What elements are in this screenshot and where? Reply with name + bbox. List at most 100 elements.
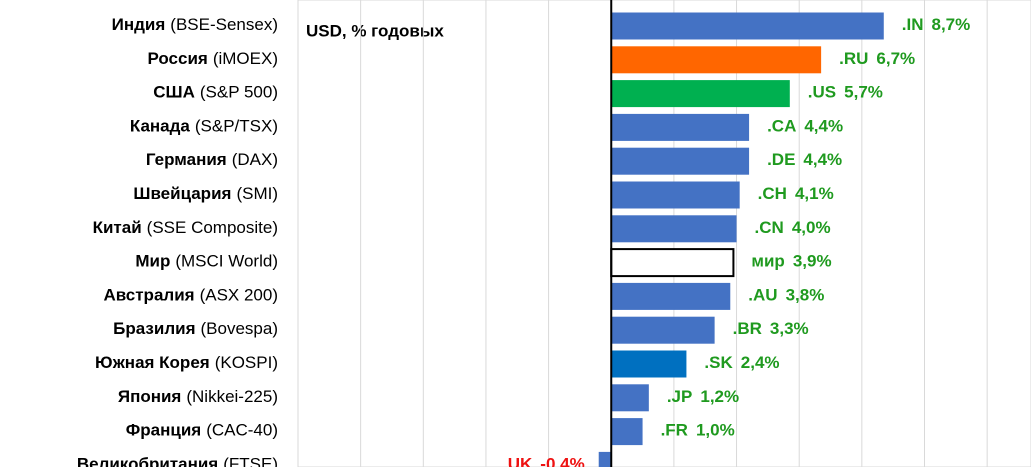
- index-name: (ASX 200): [200, 286, 278, 305]
- country-name: Великобритания: [77, 455, 218, 467]
- bar: [611, 350, 687, 378]
- data-label: .IN 8,7%: [902, 15, 970, 34]
- data-label: .DE 4,4%: [767, 151, 842, 170]
- data-label-code: .FR: [661, 421, 688, 440]
- y-tick-label: Южная Корея (KOSPI): [95, 353, 278, 372]
- data-label: мир 3,9%: [751, 252, 831, 271]
- y-tick-label: Россия (iMOEX): [147, 49, 278, 68]
- index-name: (SSE Composite): [147, 218, 278, 237]
- bar: [611, 12, 884, 40]
- country-name: Россия: [147, 49, 207, 68]
- index-name: (MSCI World): [175, 252, 278, 271]
- data-label-code: .BR: [733, 320, 762, 339]
- data-label-code: .SK: [704, 353, 733, 372]
- data-label: .JP 1,2%: [667, 387, 739, 406]
- data-label: .UK -0,4%: [503, 455, 585, 467]
- country-name: Германия: [146, 151, 227, 170]
- data-label-value: 2,4%: [741, 353, 780, 372]
- y-tick-label: Швейцария (SMI): [133, 184, 278, 203]
- country-name: Япония: [118, 387, 182, 406]
- country-name: Индия: [112, 15, 166, 34]
- bar: [611, 46, 822, 74]
- bar: [611, 418, 643, 446]
- data-label: .BR 3,3%: [733, 320, 809, 339]
- data-label-value: 4,4%: [803, 151, 842, 170]
- y-tick-label: Канада (S&P/TSX): [130, 117, 278, 136]
- y-tick-label: Индия (BSE-Sensex): [112, 15, 278, 34]
- data-label-value: 8,7%: [932, 15, 971, 34]
- data-label-code: .IN: [902, 15, 924, 34]
- data-label-code: .CH: [758, 184, 787, 203]
- data-label: .CA 4,4%: [767, 117, 843, 136]
- data-label-code: .US: [808, 83, 836, 102]
- bar: [598, 451, 612, 472]
- index-name: (Bovespa): [201, 320, 278, 339]
- index-name: (iMOEX): [213, 49, 278, 68]
- y-tick-label: Мир (MSCI World): [135, 252, 278, 271]
- data-label-value: 4,4%: [804, 117, 843, 136]
- data-label: .CN 4,0%: [755, 218, 831, 237]
- data-label-value: 4,1%: [795, 184, 834, 203]
- data-label: .AU 3,8%: [748, 286, 824, 305]
- data-label: .CH 4,1%: [758, 184, 834, 203]
- index-name: (DAX): [232, 151, 278, 170]
- y-tick-label: США (S&P 500): [153, 83, 278, 102]
- country-name: Китай: [93, 218, 142, 237]
- data-label-value: -0,4%: [540, 455, 584, 467]
- y-tick-label: Китай (SSE Composite): [93, 218, 278, 237]
- data-label-value: 1,2%: [700, 387, 739, 406]
- bar: [611, 113, 750, 141]
- index-name: (FTSE): [223, 455, 278, 467]
- data-label-code: .CN: [755, 218, 784, 237]
- data-label-code: .UK: [503, 455, 533, 467]
- data-label-value: 4,0%: [792, 218, 831, 237]
- y-tick-label: Австралия (ASX 200): [103, 286, 278, 305]
- data-label-code: .CA: [767, 117, 796, 136]
- index-name: (SMI): [236, 184, 278, 203]
- country-name: Мир: [135, 252, 170, 271]
- country-name: США: [153, 83, 195, 102]
- data-label-code: .DE: [767, 151, 795, 170]
- bar: [611, 80, 790, 108]
- y-tick-label: Бразилия (Bovespa): [113, 320, 278, 339]
- y-tick-label: Великобритания (FTSE): [77, 455, 278, 467]
- bar: [611, 181, 740, 209]
- country-name: Франция: [126, 421, 201, 440]
- data-label-code: мир: [751, 252, 784, 271]
- country-name: Швейцария: [133, 184, 231, 203]
- index-name: (S&P/TSX): [195, 117, 278, 136]
- bar: [611, 384, 649, 412]
- y-tick-label: Франция (CAC-40): [126, 421, 278, 440]
- data-label: .SK 2,4%: [704, 353, 779, 372]
- data-label-value: 3,8%: [786, 286, 825, 305]
- bar: [611, 215, 737, 243]
- data-label-value: 3,9%: [793, 252, 832, 271]
- y-tick-label: Германия (DAX): [146, 151, 278, 170]
- country-name: Бразилия: [113, 320, 195, 339]
- data-label-code: .AU: [748, 286, 777, 305]
- data-label-value: 5,7%: [844, 83, 883, 102]
- data-label: .RU 6,7%: [839, 49, 915, 68]
- y-tick-label: Япония (Nikkei-225): [118, 387, 278, 406]
- index-name: (KOSPI): [215, 353, 278, 372]
- data-label-value: 3,3%: [770, 320, 809, 339]
- data-label: .US 5,7%: [808, 83, 883, 102]
- data-label: .FR 1,0%: [661, 421, 735, 440]
- data-label-code: .JP: [667, 387, 693, 406]
- bar: [611, 147, 750, 175]
- index-name: (CAC-40): [206, 421, 278, 440]
- bar: [611, 316, 715, 344]
- chart-subtitle: USD, % годовых: [306, 21, 444, 40]
- index-name: (BSE-Sensex): [170, 15, 278, 34]
- index-name: (S&P 500): [200, 83, 278, 102]
- data-label-value: 1,0%: [696, 421, 735, 440]
- country-name: Австралия: [103, 286, 194, 305]
- bar: [611, 282, 731, 310]
- data-label-code: .RU: [839, 49, 868, 68]
- data-label-value: 6,7%: [876, 49, 915, 68]
- country-name: Южная Корея: [95, 353, 210, 372]
- bar: [610, 248, 735, 278]
- country-name: Канада: [130, 117, 191, 136]
- index-name: (Nikkei-225): [186, 387, 278, 406]
